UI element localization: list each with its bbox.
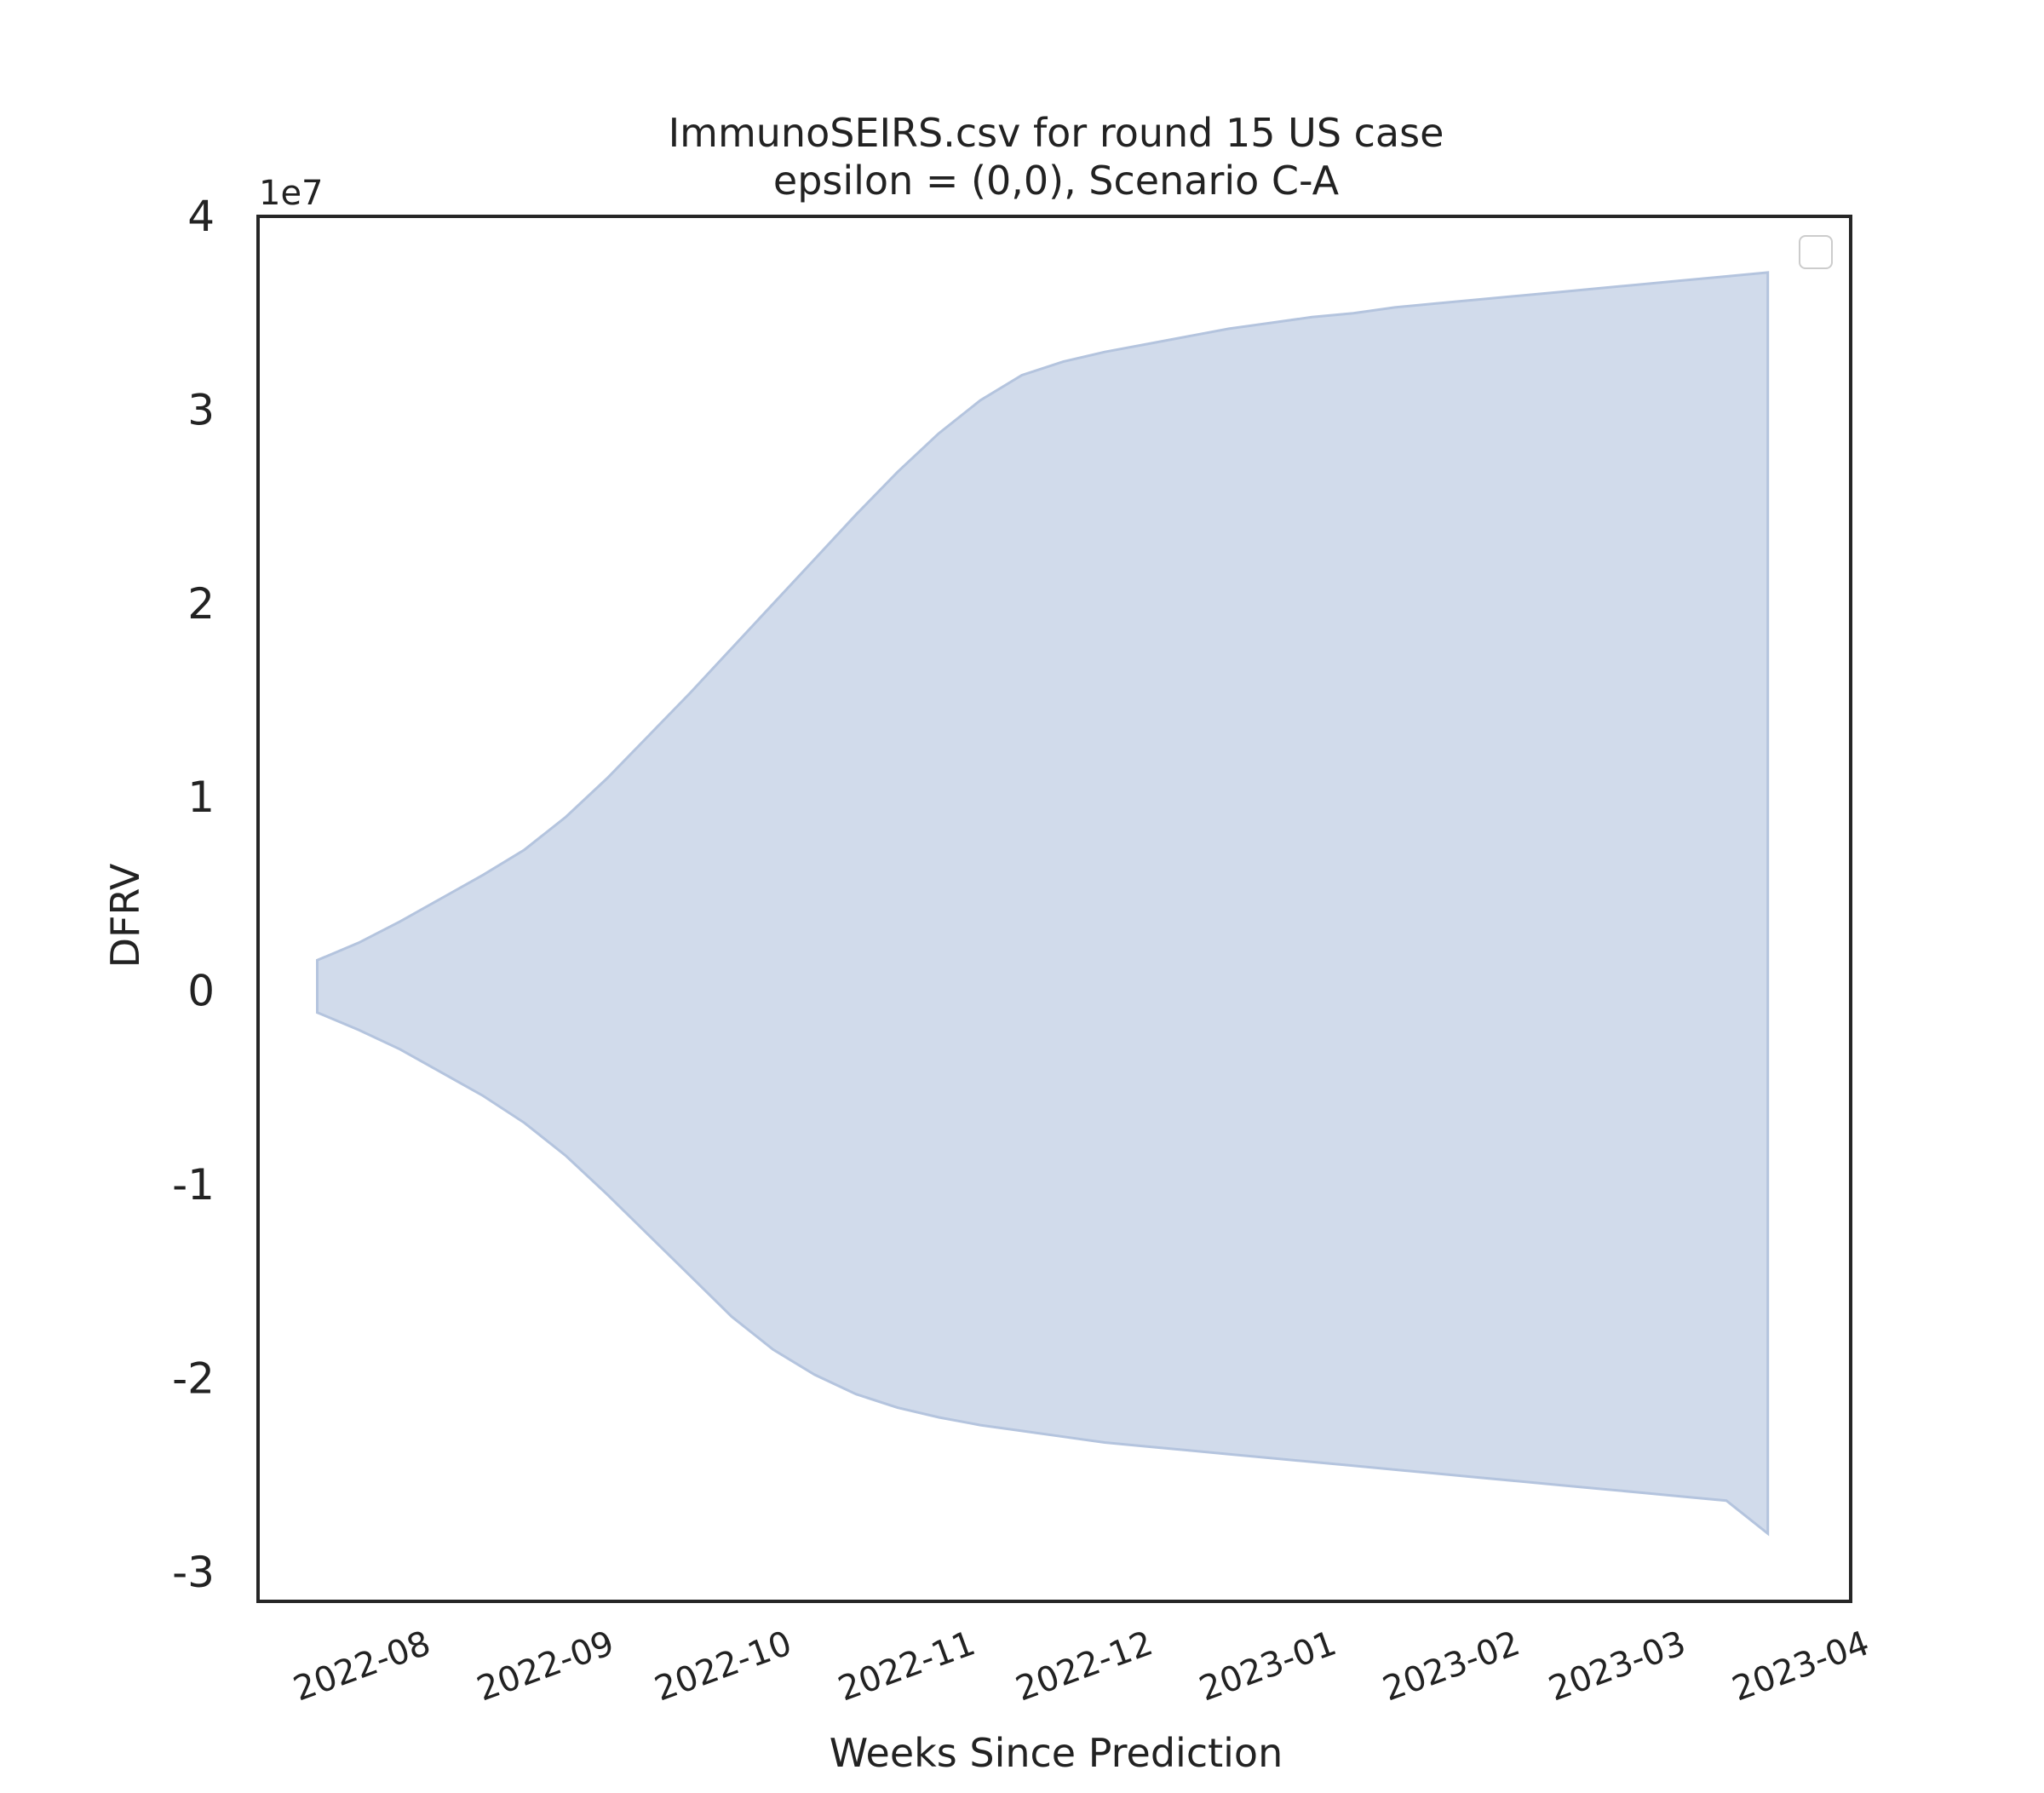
chart-title-line-2: epsilon = (0,0), Scenario C-A (773, 158, 1340, 204)
y-tick-labels: -3 -2 -1 0 1 2 3 4 (172, 192, 215, 1597)
band-area-0 (316, 271, 1770, 1537)
y-axis-label: DFRV (102, 863, 148, 968)
chart-title-line-1: ImmunoSEIRS.csv for round 15 US case (669, 110, 1444, 156)
x-tick-label: 2022-12 (1011, 1623, 1158, 1709)
x-tick-label: 2022-10 (650, 1623, 797, 1709)
x-tick-label: 2023-04 (1727, 1623, 1875, 1709)
plot-frame (256, 215, 1852, 1603)
x-axis-label: Weeks Since Prediction (830, 1730, 1283, 1776)
y-tick-label: -3 (172, 1548, 215, 1597)
y-tick-label: 1 (187, 773, 215, 822)
x-tick-label: 2022-11 (833, 1623, 980, 1709)
y-tick-label: -2 (172, 1354, 215, 1404)
y-tick-label: -1 (172, 1160, 215, 1210)
x-tick-label: 2022-08 (289, 1623, 436, 1709)
y-tick-label: 2 (187, 579, 215, 629)
x-tick-label: 2023-03 (1544, 1623, 1691, 1709)
y-tick-label: 3 (187, 385, 215, 434)
y-tick-label: 0 (187, 967, 215, 1016)
x-tick-labels: 2022-08 2022-09 2022-10 2022-11 2022-12 2023-… (289, 1623, 1875, 1709)
x-tick-label: 2023-02 (1378, 1623, 1525, 1709)
x-tick-label: 2023-01 (1194, 1623, 1341, 1709)
y-tick-label: 4 (187, 192, 215, 241)
x-tick-label: 2022-09 (472, 1623, 619, 1709)
y-axis-offset-label: 1e7 (259, 174, 324, 213)
legend-box (1799, 235, 1833, 269)
band-layer (316, 271, 1770, 1537)
